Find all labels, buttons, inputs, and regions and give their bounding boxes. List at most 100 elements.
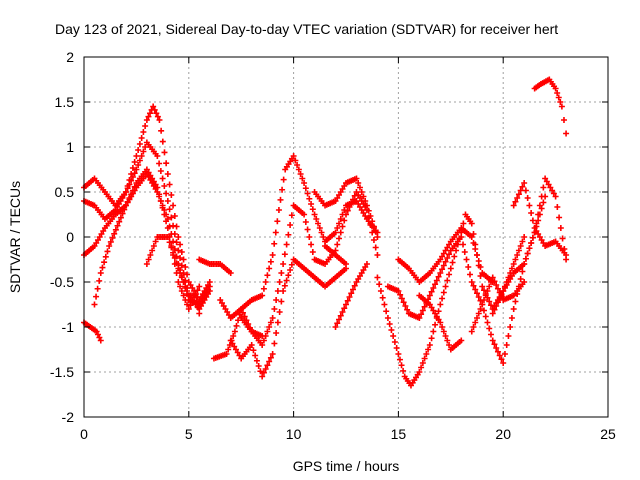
data-point <box>264 272 271 279</box>
data-point <box>316 225 323 231</box>
data-point <box>437 270 444 276</box>
data-point <box>494 299 501 306</box>
data-point <box>185 306 192 312</box>
series-sat-g <box>196 256 234 276</box>
data-point <box>363 261 370 267</box>
data-point <box>508 265 515 272</box>
data-point <box>159 138 166 145</box>
data-point <box>517 243 524 249</box>
data-point <box>552 85 559 92</box>
data-point <box>510 306 517 312</box>
data-point <box>552 193 559 200</box>
data-point <box>109 234 116 241</box>
data-point <box>419 360 426 366</box>
data-point <box>178 274 185 281</box>
data-point <box>377 288 384 294</box>
y-tick-label: -1.5 <box>50 364 74 380</box>
data-point <box>472 319 479 326</box>
data-point <box>346 204 353 210</box>
data-point <box>418 311 425 318</box>
data-point <box>116 218 123 225</box>
data-point <box>301 180 308 186</box>
y-tick-label: 0 <box>66 229 74 245</box>
data-point <box>426 342 433 348</box>
data-point <box>503 342 510 348</box>
data-point <box>398 295 405 302</box>
data-point <box>91 301 98 308</box>
data-point <box>381 301 388 308</box>
series-sat-t <box>489 175 570 317</box>
data-point <box>315 220 322 227</box>
y-tick-label: 2 <box>66 49 74 65</box>
data-point <box>419 307 426 314</box>
series-sat-f <box>81 319 104 344</box>
data-point <box>302 219 309 225</box>
data-point <box>514 252 521 258</box>
data-point <box>194 287 201 294</box>
data-point <box>128 177 135 184</box>
data-point <box>238 306 245 312</box>
data-point <box>400 299 407 306</box>
data-point <box>114 222 121 229</box>
data-point <box>519 268 526 275</box>
data-point <box>239 309 246 316</box>
data-point <box>334 241 341 248</box>
y-tick-label: 0.5 <box>55 184 75 200</box>
data-point <box>196 310 203 317</box>
data-point <box>446 342 453 348</box>
data-point <box>336 235 343 242</box>
data-point <box>269 252 276 258</box>
data-point <box>311 211 318 218</box>
data-point <box>521 180 528 186</box>
y-tick-label: 1 <box>66 139 74 155</box>
x-tick-label: 5 <box>185 426 193 442</box>
data-point <box>453 247 460 254</box>
data-point <box>507 324 514 330</box>
data-point <box>135 147 142 153</box>
data-point <box>133 153 140 159</box>
data-point <box>522 255 529 262</box>
data-point <box>163 190 170 197</box>
data-point <box>206 283 213 290</box>
data-point <box>343 211 349 218</box>
data-point <box>367 222 374 228</box>
data-point <box>264 328 271 335</box>
data-point <box>135 162 142 168</box>
data-point <box>306 234 313 240</box>
data-point <box>154 184 161 191</box>
data-point <box>428 335 435 342</box>
data-point <box>512 298 519 305</box>
data-point <box>344 297 351 304</box>
data-point <box>122 189 129 195</box>
data-point <box>164 198 171 204</box>
series-sat-k <box>238 315 266 339</box>
data-point <box>437 301 444 308</box>
data-point <box>346 294 353 300</box>
data-point <box>147 252 154 258</box>
data-point <box>150 103 157 110</box>
data-point <box>154 153 161 159</box>
data-point <box>280 288 287 294</box>
data-point <box>439 324 446 330</box>
data-point <box>230 333 237 339</box>
data-point <box>517 187 524 194</box>
data-point <box>278 298 285 305</box>
data-point <box>142 123 149 129</box>
data-point <box>494 285 501 292</box>
data-point <box>161 183 168 189</box>
data-point <box>281 282 288 289</box>
data-point <box>136 157 143 164</box>
data-point <box>178 249 185 255</box>
data-point <box>299 175 306 182</box>
data-point <box>281 251 288 258</box>
data-point <box>309 249 316 255</box>
data-point <box>430 285 437 291</box>
data-point <box>555 94 562 101</box>
data-point <box>341 217 348 224</box>
data-point <box>391 339 398 345</box>
data-point <box>383 308 390 315</box>
data-point <box>477 264 484 270</box>
data-point <box>267 319 274 326</box>
data-point <box>472 246 479 252</box>
data-point <box>374 252 381 258</box>
